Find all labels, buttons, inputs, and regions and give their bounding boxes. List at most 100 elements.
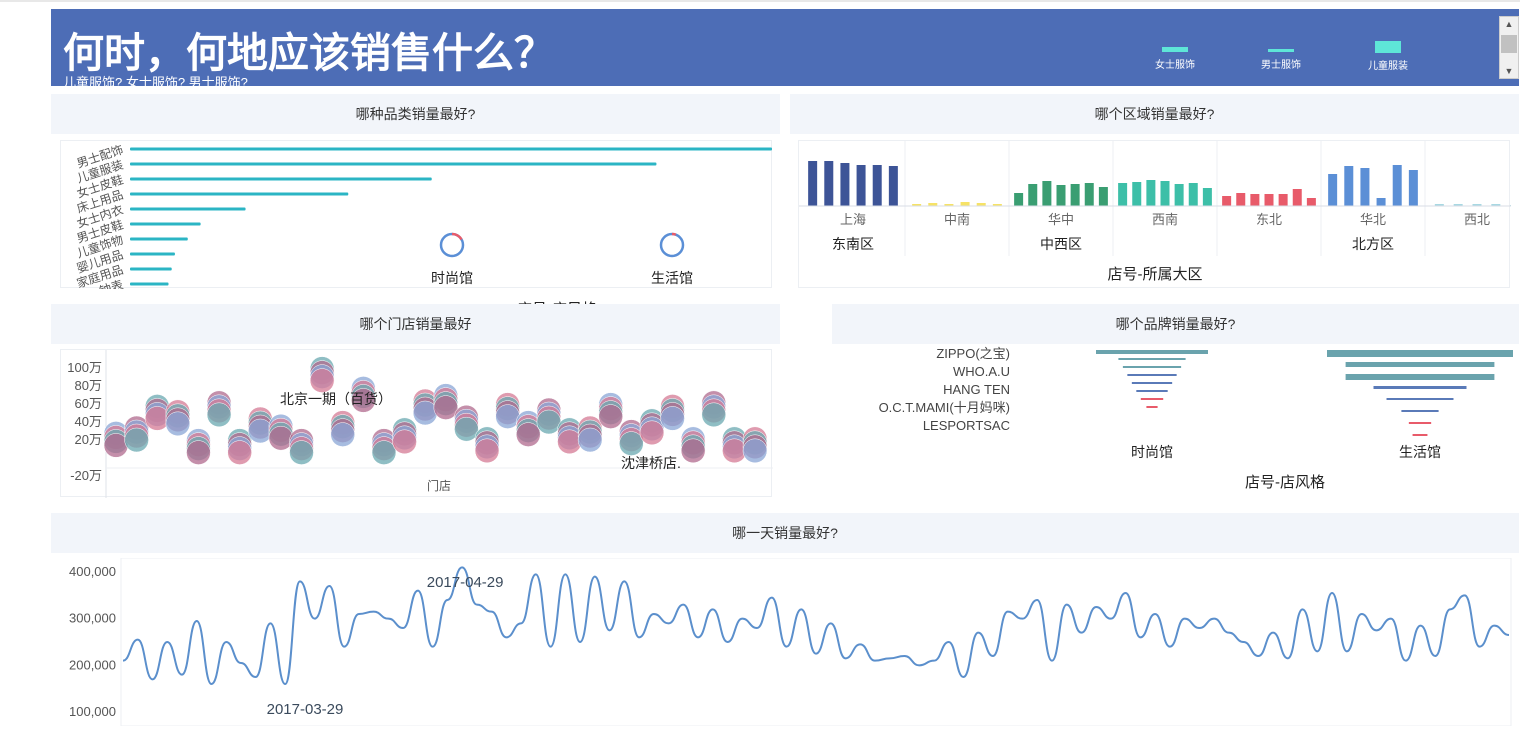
brand-bar-chart: ZIPPO(之宝) WHO.A.U HANG TEN O.C.T.MAMI(十月妈咪)… [879, 346, 1513, 491]
region-bar [992, 204, 1002, 206]
brand-tick-label: O.C.T.MAMI(十月妈咪) [879, 400, 1010, 415]
region-bar [824, 161, 834, 206]
donut-ring [659, 232, 685, 258]
brand-bar [1345, 374, 1495, 380]
daily-y-tick-label: 300,000 [69, 611, 116, 626]
region-bar [888, 166, 898, 206]
brand-bar [1140, 398, 1164, 400]
page-title: 何时，何地应该销售什么？ [63, 29, 555, 77]
brand-bar [1386, 398, 1454, 400]
scroll-up-icon[interactable]: ▲ [1504, 19, 1514, 29]
region-tick-label: 上海 [840, 212, 866, 227]
scroll-thumb[interactable] [1501, 35, 1517, 53]
store-panel-header: 哪个门店销量最好 [51, 304, 780, 344]
region-tick-label: 中南 [944, 212, 970, 227]
region-bar [1014, 193, 1024, 206]
legend-swatch [1268, 49, 1294, 52]
brand-tick-label: WHO.A.U [953, 364, 1010, 379]
store-y-tick-label: 60万 [75, 396, 102, 411]
legend-label: 女士服饰 [1155, 60, 1195, 71]
brand-bar [1131, 382, 1173, 384]
region-bar [1202, 188, 1212, 206]
region-bar [872, 165, 882, 206]
brand-bar [1327, 350, 1513, 357]
brand-chart: ZIPPO(之宝) WHO.A.U HANG TEN O.C.T.MAMI(十月妈咪)… [832, 344, 1519, 496]
store-bubble [516, 422, 541, 447]
region-bar [1408, 170, 1418, 206]
legend-item-women[interactable]: 女士服饰 [1135, 47, 1215, 71]
region-bar [840, 163, 850, 206]
region-bar [1042, 181, 1052, 206]
brand-bar [1118, 358, 1186, 360]
daily-series-line [122, 566, 1510, 686]
brand-column-label: 生活馆 [1399, 444, 1441, 460]
scroll-down-icon[interactable]: ▼ [1504, 66, 1514, 76]
category-bar [130, 282, 169, 286]
legend-swatch [1375, 41, 1401, 53]
store-bubble [660, 406, 685, 431]
region-tick-label: 东北 [1256, 212, 1282, 227]
brand-bar [1136, 390, 1168, 392]
store-bubble [392, 429, 417, 455]
store-bubble [680, 438, 706, 464]
brand-panel-header: 哪个品牌销量最好? [832, 304, 1519, 344]
region-bar [1264, 194, 1274, 206]
region-bar [928, 203, 938, 206]
donut-label: 生活馆 [651, 270, 693, 286]
region-bar [1084, 183, 1094, 206]
region-chart: 上海 东南区 中南 华中 西南 中西区 东北 华北 西北 北方区 店号-所属大区 [798, 140, 1520, 288]
store-bubble [433, 395, 459, 420]
category-bar [130, 177, 432, 181]
region-bar [1306, 198, 1316, 206]
region-bar [1132, 182, 1142, 206]
category-panel-header: 哪种品类销量最好? [51, 94, 780, 134]
store-y-tick-label: 40万 [75, 414, 102, 429]
store-y-tick-label: 20万 [75, 432, 102, 447]
region-bar [912, 204, 922, 206]
region-bar [1472, 204, 1482, 206]
store-x-axis-title: 门店 [427, 478, 451, 493]
store-bubble [412, 400, 438, 426]
category-bar [130, 147, 772, 151]
brand-bar [1146, 406, 1158, 408]
daily-panel-header: 哪一天销量最好? [51, 513, 1519, 553]
donut-segment [671, 232, 677, 236]
region-bar [1146, 180, 1156, 206]
region-bar [1360, 168, 1370, 206]
store-bubble [598, 404, 623, 429]
legend-swatch [1162, 47, 1188, 52]
region-group-label: 东南区 [832, 236, 874, 252]
region-bar [1056, 185, 1066, 206]
store-bubble [371, 440, 397, 465]
legend-label: 男士服饰 [1261, 60, 1301, 71]
brand-bar [1122, 366, 1182, 368]
store-panel-title: 哪个门店销量最好 [359, 316, 472, 332]
legend-item-kids[interactable]: 儿童服装 [1348, 41, 1428, 72]
region-tick-label: 西北 [1464, 212, 1490, 227]
region-bar [1328, 174, 1338, 206]
store-bubble [309, 368, 335, 393]
store-chart: 100万 80万 60万 40万 20万 -20万 北京一期（百货） 沈津桥店. 门店 [60, 349, 773, 498]
region-bar [944, 204, 954, 206]
category-bar [130, 237, 188, 241]
store-bubble [206, 402, 232, 428]
header-scrollbar[interactable]: ▲ ▼ [1499, 16, 1519, 79]
region-bar [960, 202, 970, 206]
region-bar [1292, 189, 1302, 206]
category-bar [130, 162, 657, 166]
store-bubble [186, 440, 211, 465]
store-bubble [268, 425, 294, 451]
region-bar [1118, 183, 1128, 206]
brand-column-label: 时尚馆 [1131, 444, 1173, 460]
store-bubble [639, 420, 665, 446]
daily-line-chart: 400,000 300,000 200,000 100,000 2017-04-29 20… [69, 557, 1512, 727]
store-bubble [124, 427, 149, 453]
region-group-label: 北方区 [1352, 236, 1394, 252]
dashboard-header: 何时，何地应该销售什么？ 儿童服饰? 女士服饰? 男士服饰? 女士服饰 男士服饰… [51, 9, 1519, 86]
category-bar [130, 207, 246, 211]
legend-item-men[interactable]: 男士服饰 [1241, 47, 1321, 71]
page-subtitle: 儿童服饰? 女士服饰? 男士服饰? [63, 75, 248, 86]
store-bubble [165, 411, 191, 437]
